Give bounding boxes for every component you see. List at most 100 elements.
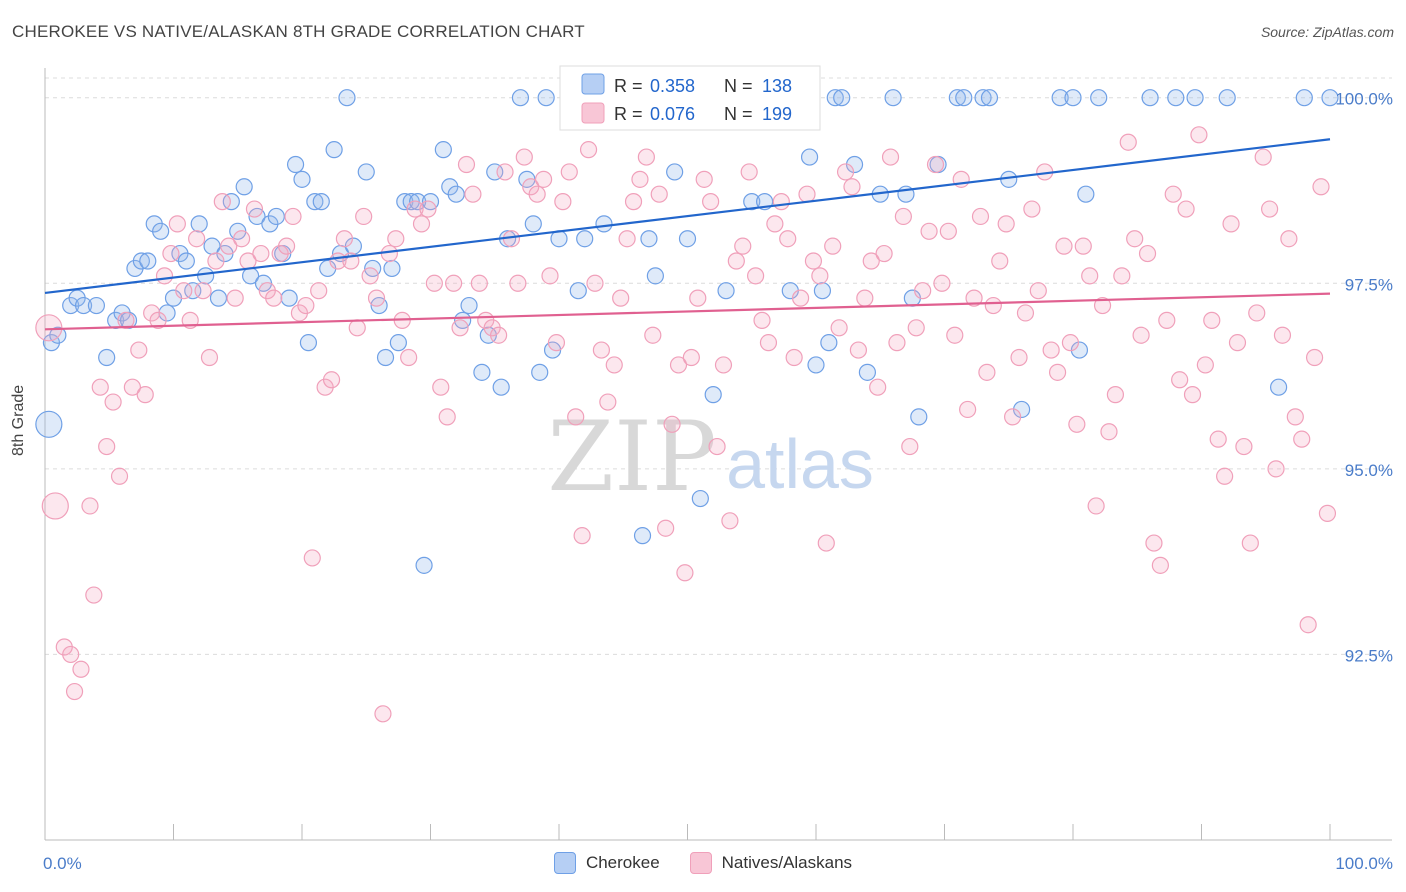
natives-point xyxy=(669,356,688,374)
natives-point xyxy=(162,244,180,263)
natives-point xyxy=(605,356,623,374)
cherokee-point xyxy=(813,282,832,300)
natives-point xyxy=(1241,534,1259,552)
natives-point xyxy=(946,326,964,344)
natives-point xyxy=(1132,326,1150,344)
cherokee-point xyxy=(293,170,311,188)
chart-title: CHEROKEE VS NATIVE/ALASKAN 8TH GRADE COR… xyxy=(12,22,585,41)
cherokee-point xyxy=(1321,89,1339,107)
cherokee-point xyxy=(833,89,851,107)
natives-point xyxy=(348,319,366,337)
natives-point xyxy=(457,155,476,174)
natives-point xyxy=(766,215,784,233)
natives-point xyxy=(406,200,424,218)
natives-point xyxy=(830,319,848,337)
cherokee-point xyxy=(98,348,116,367)
natives-point xyxy=(959,400,977,419)
natives-point xyxy=(663,415,681,433)
natives-point xyxy=(695,170,713,188)
natives-point xyxy=(85,586,103,604)
natives-point xyxy=(490,326,508,344)
natives-point xyxy=(772,193,790,211)
natives-point xyxy=(573,527,591,545)
natives-point xyxy=(843,178,861,196)
cherokee-point xyxy=(1141,89,1159,107)
natives-point xyxy=(1216,467,1234,485)
natives-point xyxy=(1004,408,1022,426)
natives-point xyxy=(856,289,874,307)
natives-point xyxy=(200,348,219,367)
natives-point xyxy=(496,163,514,181)
natives-point xyxy=(1016,304,1035,322)
natives-point xyxy=(836,163,855,181)
cherokee-point xyxy=(312,193,330,211)
natives-point xyxy=(631,170,649,188)
natives-point xyxy=(1061,334,1080,352)
bottom-legend-label-natives: Natives/Alaskans xyxy=(721,853,853,872)
natives-point xyxy=(335,230,354,248)
natives-point xyxy=(1305,348,1324,367)
natives-point xyxy=(933,274,951,292)
cherokee-point xyxy=(190,215,208,233)
natives-point xyxy=(714,356,733,374)
natives-point xyxy=(1235,437,1253,456)
cherokee-point xyxy=(576,230,594,248)
natives-point xyxy=(213,193,231,211)
natives-point xyxy=(310,282,328,300)
cherokee-point xyxy=(743,193,761,211)
natives-point xyxy=(869,378,887,396)
legend-n-value-2: 199 xyxy=(762,104,792,124)
cherokee-point xyxy=(1051,89,1069,107)
natives-point xyxy=(387,230,405,248)
bottom-legend-swatch-cherokee xyxy=(553,852,576,874)
natives-point xyxy=(380,244,398,263)
legend-swatch-cherokee xyxy=(581,73,605,95)
cherokee-point xyxy=(858,363,877,381)
cherokee-point xyxy=(460,296,478,315)
natives-point xyxy=(779,230,797,248)
natives-point xyxy=(592,341,611,359)
cherokee-point xyxy=(537,89,555,107)
cherokee-point xyxy=(1077,185,1095,203)
natives-point xyxy=(804,252,823,270)
cherokee-point xyxy=(640,230,658,248)
natives-point xyxy=(62,645,80,664)
cherokee-point xyxy=(235,178,253,196)
cherokee-point xyxy=(338,89,356,107)
legend-r-value-2: 0.076 xyxy=(650,104,695,124)
cherokee-point xyxy=(884,89,902,107)
cherokee-point xyxy=(132,252,150,270)
natives-point xyxy=(708,437,726,456)
natives-point xyxy=(72,660,90,678)
natives-point xyxy=(110,467,129,485)
natives-point xyxy=(35,314,63,342)
cherokee-point xyxy=(666,163,684,181)
cherokee-point xyxy=(524,215,542,233)
natives-point xyxy=(1267,460,1285,478)
y-tick-label: 100.0% xyxy=(1335,90,1393,109)
legend-r-label-2: R = xyxy=(614,104,643,124)
natives-point xyxy=(245,200,264,218)
natives-point xyxy=(1010,348,1028,367)
cherokee-point xyxy=(209,289,228,307)
natives-point xyxy=(1254,148,1272,166)
natives-point xyxy=(65,682,84,701)
natives-point xyxy=(978,363,996,381)
natives-point xyxy=(1126,230,1144,248)
cherokee-point xyxy=(152,222,170,240)
natives-point xyxy=(130,341,148,359)
watermark: ZIP atlas xyxy=(547,401,874,513)
series-natives-alaskans xyxy=(35,126,1337,723)
natives-point xyxy=(1222,215,1240,233)
cherokee-point xyxy=(633,527,652,545)
natives-point xyxy=(1100,423,1118,441)
y-tick-label: 95.0% xyxy=(1345,461,1393,480)
cherokee-point xyxy=(299,334,318,352)
natives-point xyxy=(888,334,906,352)
natives-point xyxy=(920,222,938,240)
natives-point xyxy=(194,282,212,300)
cherokee-point xyxy=(473,363,491,381)
natives-point xyxy=(875,244,893,263)
legend-r-label-1: R = xyxy=(614,76,643,96)
natives-point xyxy=(1074,237,1092,255)
